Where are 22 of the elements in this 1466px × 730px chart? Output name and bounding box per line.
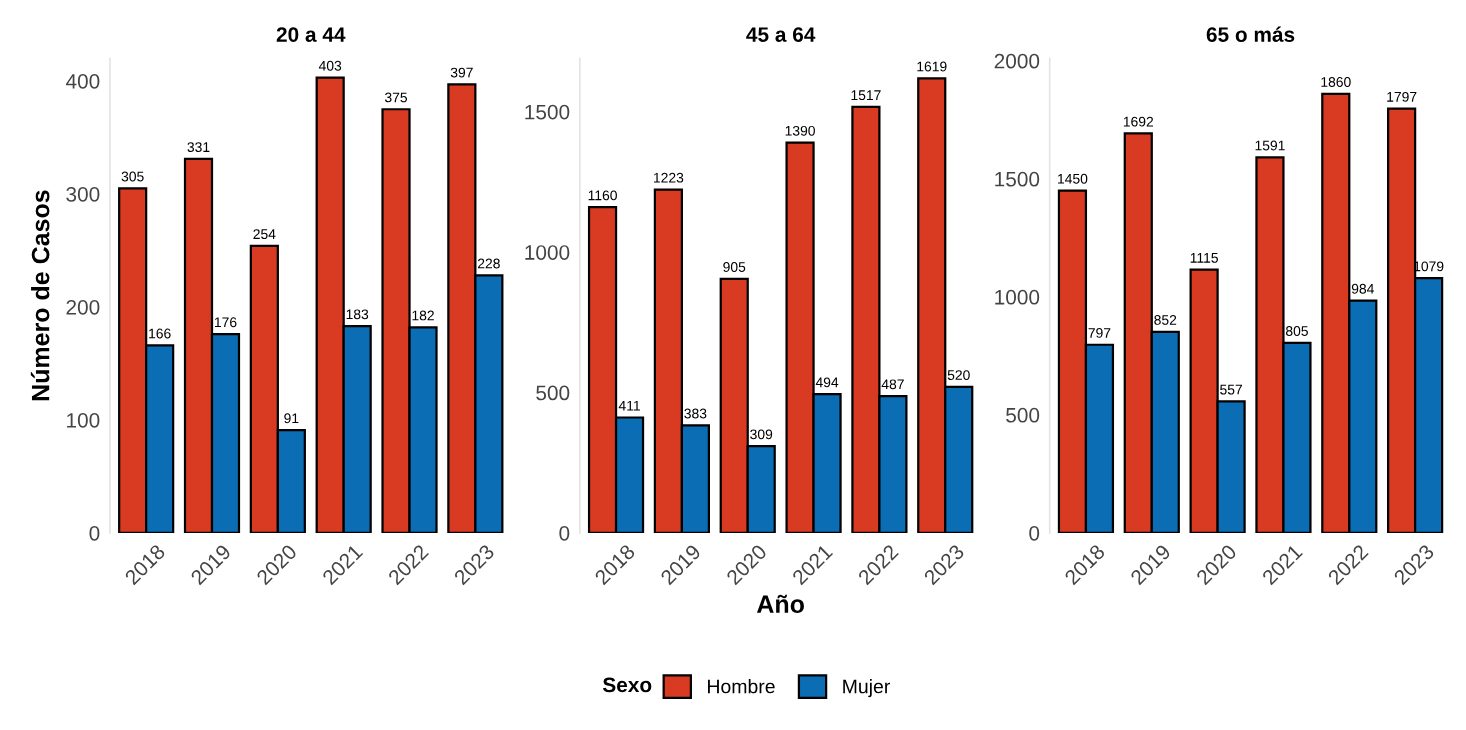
x-axis-title: Año — [756, 594, 804, 614]
chart-title: 45 a 64 — [746, 27, 816, 42]
legend-title: Sexo — [602, 677, 652, 693]
y-tick-label: 1500 — [525, 104, 570, 120]
chart-title: 20 a 44 — [276, 27, 346, 42]
y-axis-title: Número de Casos — [30, 190, 50, 401]
y-tick-label: 2000 — [994, 53, 1040, 69]
y-tick-label: 1000 — [995, 289, 1040, 305]
y-tick-label: 400 — [65, 74, 100, 89]
y-tick-label: 1000 — [525, 245, 570, 260]
legend-label: Mujer — [843, 679, 890, 698]
y-tick-label: 0 — [1029, 525, 1040, 541]
y-tick-label: 1500 — [995, 171, 1040, 187]
legend-label: Hombre — [708, 679, 775, 694]
y-tick-label: 100 — [67, 412, 100, 428]
y-tick-label: 500 — [536, 385, 570, 401]
y-tick-label: 300 — [66, 186, 100, 202]
chart-title: 65 o más — [1206, 26, 1295, 42]
y-tick-label: 0 — [559, 525, 570, 541]
y-tick-label: 0 — [89, 525, 100, 541]
y-tick-label: 500 — [1006, 407, 1040, 423]
y-tick-label: 200 — [66, 299, 100, 315]
